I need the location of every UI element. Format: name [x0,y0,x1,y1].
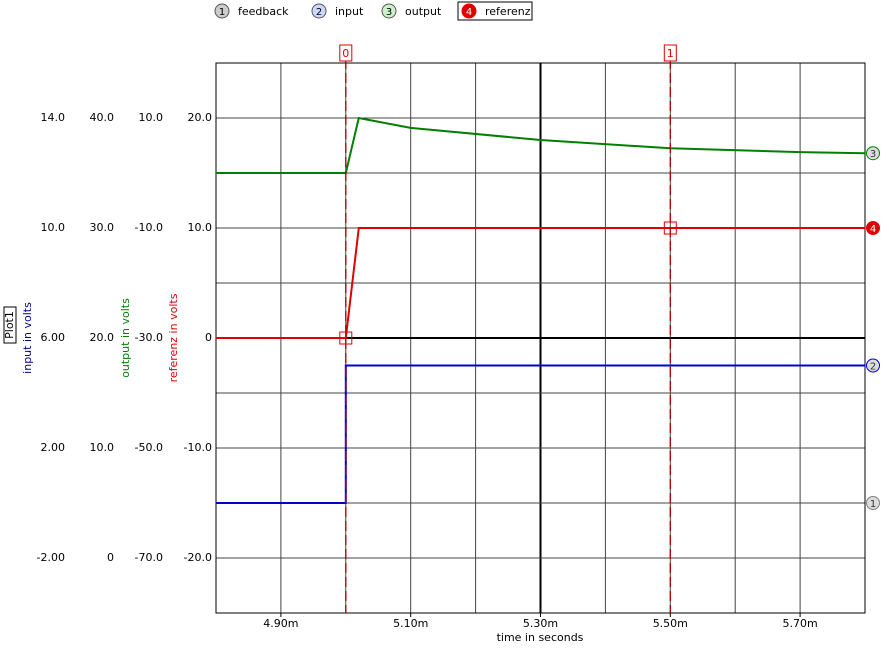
y-tick-label: -30.0 [135,331,163,344]
curve-marker-label: 2 [870,362,876,373]
curve-marker [866,358,880,373]
y-tick-label: 10.0 [188,221,213,234]
legend-label: output [405,5,442,18]
y-tick-label: 40.0 [90,111,115,124]
y-tick-label: -10.0 [184,441,212,454]
curve-marker [866,496,880,510]
curve-marker-label: 4 [870,224,876,235]
y-tick-label: 6.00 [41,331,66,344]
legend-marker [461,3,477,19]
y-axis-title: output in volts [119,298,132,378]
legend-marker-label: 3 [386,7,392,18]
y-tick-label: 30.0 [90,221,115,234]
y-tick-label: 20.0 [90,331,115,344]
y-tick-label: -10.0 [135,221,163,234]
x-tick-label: 5.50m [653,617,688,630]
cursor-handle [663,221,677,235]
cursor-handle [339,331,353,345]
y-tick-label: 0 [107,551,114,564]
y-axis-title: input in volts [21,302,34,374]
y-tick-label: 20.0 [188,111,213,124]
legend-selection [457,1,533,21]
y-tick-label: 10.0 [41,221,66,234]
cursor-tag [663,44,677,62]
cursor-label: 1 [667,47,674,60]
x-axis-title: time in seconds [497,631,584,644]
cursor-tag [339,44,353,62]
legend-label: feedback [238,5,289,18]
series-line [216,364,865,504]
plot-name: Plot1 [3,311,16,339]
legend-label: input [335,5,364,18]
y-tick-label: -20.0 [184,551,212,564]
x-tick-label: 5.30m [523,617,558,630]
legend-marker-label: 1 [219,7,225,18]
y-tick-label: -70.0 [135,551,163,564]
cursor-label: 0 [342,47,349,60]
legend-marker-label: 4 [466,7,472,18]
series-line [216,227,865,339]
legend-marker-label: 2 [316,7,322,18]
x-tick-label: 5.70m [782,617,817,630]
y-tick-label: 14.0 [41,111,66,124]
y-tick-label: 10.0 [139,111,164,124]
y-tick-label: -50.0 [135,441,163,454]
curve-marker [866,146,880,161]
y-tick-label: -2.00 [37,551,65,564]
legend-label: referenz [485,5,531,18]
x-tick-label: 5.10m [393,617,428,630]
y-tick-label: 2.00 [41,441,66,454]
curve-marker-label: 1 [870,499,876,510]
curve-marker-label: 3 [870,149,876,160]
legend-marker [214,3,230,19]
plot-name-box [3,306,17,344]
y-tick-label: 10.0 [90,441,115,454]
series-line [216,116,866,174]
legend-marker [311,3,327,19]
y-axis-title: referenz in volts [167,293,180,382]
legend-marker [381,3,397,19]
x-tick-label: 4.90m [263,617,298,630]
y-tick-label: 0 [205,331,212,344]
curve-marker [866,221,880,235]
